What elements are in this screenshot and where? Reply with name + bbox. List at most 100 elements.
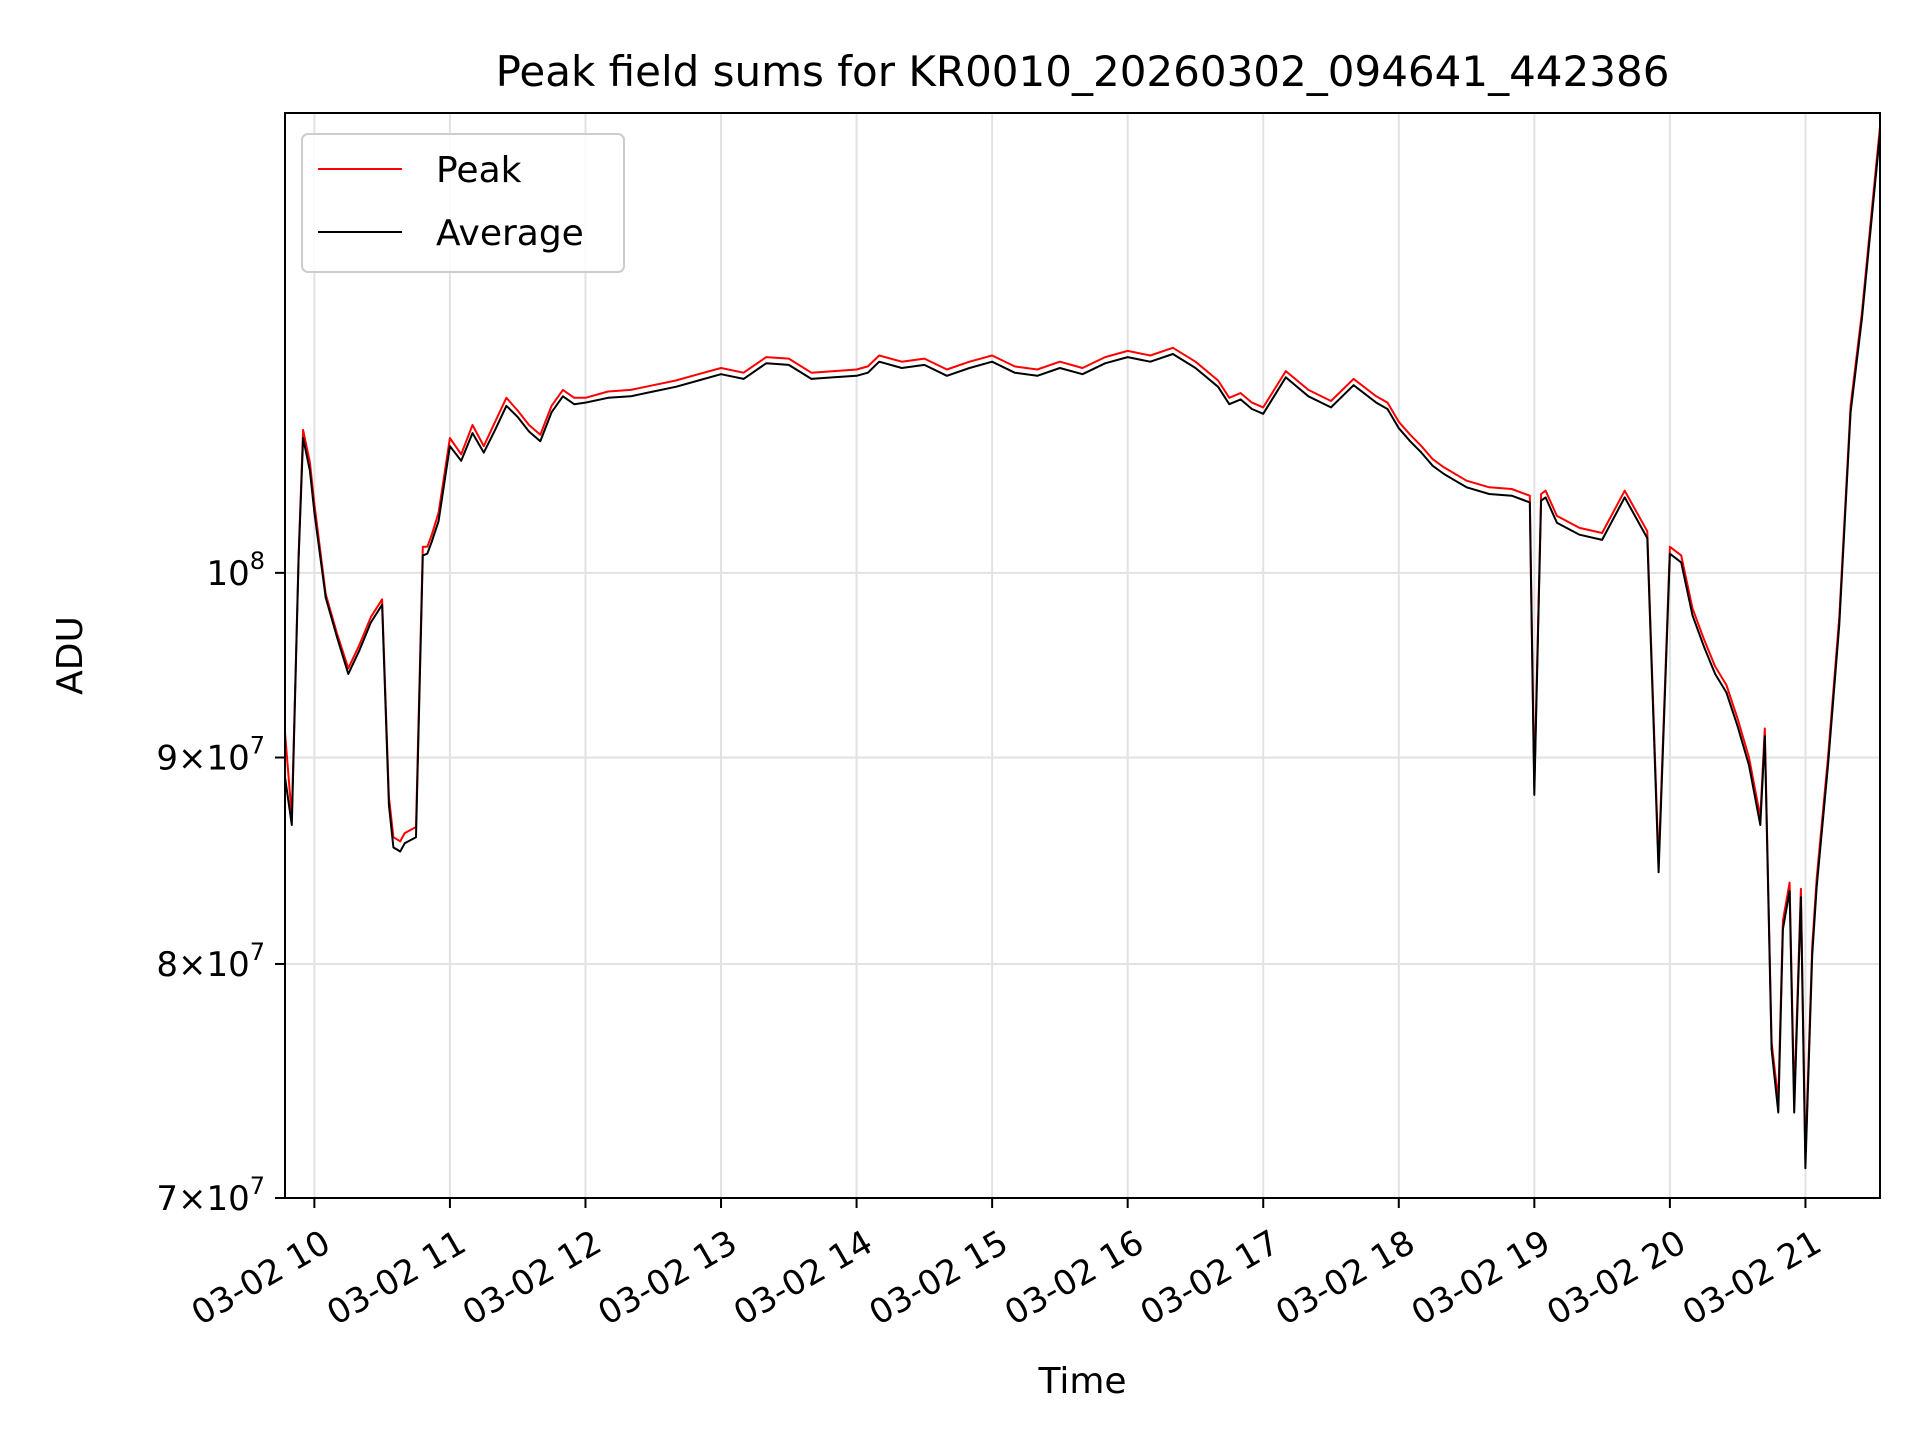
series-point-average xyxy=(1646,537,1649,539)
series-point-average xyxy=(460,460,463,462)
series-point-peak xyxy=(528,424,530,426)
series-point-average xyxy=(1714,673,1716,675)
series-point-peak xyxy=(1544,489,1547,492)
series-point-peak xyxy=(675,379,677,382)
y-tick-label: 8×107 xyxy=(156,938,265,985)
series-point-average xyxy=(1059,367,1061,369)
series-point-peak xyxy=(629,389,632,391)
series-point-average xyxy=(1013,371,1016,374)
series-point-average xyxy=(1251,408,1253,410)
series-point-average xyxy=(392,846,395,849)
y-tick-label: 9×107 xyxy=(156,732,265,779)
series-point-peak xyxy=(403,832,406,834)
series-point-peak xyxy=(833,370,835,372)
series-point-average xyxy=(607,397,609,399)
series-point-peak xyxy=(1680,554,1682,557)
series-point-average xyxy=(494,429,496,431)
series-point-peak xyxy=(968,360,971,363)
series-point-average xyxy=(1838,623,1841,626)
series-point-average xyxy=(313,511,316,514)
series-point-average xyxy=(1510,494,1513,497)
series-point-average xyxy=(302,437,304,439)
series-point-peak xyxy=(1172,347,1174,349)
series-point-peak xyxy=(494,421,496,423)
y-tick-times: × xyxy=(178,739,207,779)
series-point-average xyxy=(1420,451,1423,454)
y-tick-mantissa: 9 xyxy=(156,739,178,779)
series-point-average xyxy=(1764,735,1766,737)
series-point-average xyxy=(1849,411,1852,414)
series-point-average xyxy=(1307,395,1310,398)
series-point-peak xyxy=(607,390,609,393)
series-point-peak xyxy=(399,840,402,843)
series-point-average xyxy=(1126,356,1129,358)
series-point-peak xyxy=(742,371,745,374)
series-point-peak xyxy=(1510,488,1513,490)
series-point-average xyxy=(1669,552,1671,555)
series-point-average xyxy=(291,824,293,826)
x-axis-label: Time xyxy=(1037,1361,1126,1402)
series-point-peak xyxy=(1764,727,1766,730)
series-point-peak xyxy=(1126,350,1129,352)
series-point-average xyxy=(1815,886,1818,888)
series-point-average xyxy=(358,649,361,651)
series-point-average xyxy=(833,376,835,379)
chart-title: Peak field sums for KR0010_20260302_0946… xyxy=(496,47,1670,96)
series-point-average xyxy=(1540,499,1542,502)
series-point-average xyxy=(1330,406,1332,409)
series-point-average xyxy=(1217,386,1219,388)
series-point-peak xyxy=(1703,638,1705,640)
series-point-peak xyxy=(562,389,564,391)
y-tick-base: 10 xyxy=(206,739,249,779)
series-point-average xyxy=(1409,440,1411,443)
series-point-peak xyxy=(460,453,463,456)
series-point-peak xyxy=(1714,665,1716,668)
series-point-peak xyxy=(370,616,372,618)
y-tick-exponent: 7 xyxy=(250,938,265,966)
series-point-average xyxy=(399,850,402,853)
series-point-peak xyxy=(1800,888,1802,890)
series-point-peak xyxy=(426,546,429,548)
series-point-average xyxy=(901,367,903,369)
series-point-peak xyxy=(1623,489,1626,492)
series-point-peak xyxy=(584,397,587,399)
series-point-peak xyxy=(1782,919,1784,922)
y-tick-label: 108 xyxy=(206,547,265,594)
series-point-peak xyxy=(1398,421,1400,423)
series-point-average xyxy=(381,603,383,606)
series-point-average xyxy=(1529,501,1531,504)
series-point-average xyxy=(309,469,311,472)
series-point-peak xyxy=(1149,354,1152,357)
series-point-average xyxy=(1736,725,1739,728)
series-point-peak xyxy=(347,667,350,670)
series-point-average xyxy=(483,451,485,454)
series-point-average xyxy=(370,621,372,624)
series-point-peak xyxy=(1488,486,1490,489)
series-point-peak xyxy=(867,365,869,368)
series-point-peak xyxy=(1352,378,1355,380)
series-point-peak xyxy=(1239,392,1242,394)
series-point-average xyxy=(1533,794,1536,796)
series-point-average xyxy=(1556,521,1558,524)
series-point-average xyxy=(1488,493,1490,495)
series-point-peak xyxy=(1529,494,1531,497)
series-point-peak xyxy=(302,429,304,431)
series-point-average xyxy=(562,395,564,398)
series-point-peak xyxy=(1375,395,1377,398)
series-point-peak xyxy=(720,367,722,369)
series-point-average xyxy=(1691,614,1694,617)
series-point-average xyxy=(765,362,767,365)
y-tick-mantissa: 8 xyxy=(156,945,178,985)
series-point-peak xyxy=(1601,532,1603,534)
series-point-peak xyxy=(1081,367,1084,369)
series-point-average xyxy=(1465,486,1468,489)
y-axis-label: ADU xyxy=(50,616,91,695)
series-point-peak xyxy=(358,643,361,646)
series-point-peak xyxy=(1454,473,1457,475)
series-point-average xyxy=(1431,465,1434,467)
series-point-peak xyxy=(1013,365,1016,368)
series-point-average xyxy=(324,596,327,599)
series-point-average xyxy=(1036,375,1039,377)
